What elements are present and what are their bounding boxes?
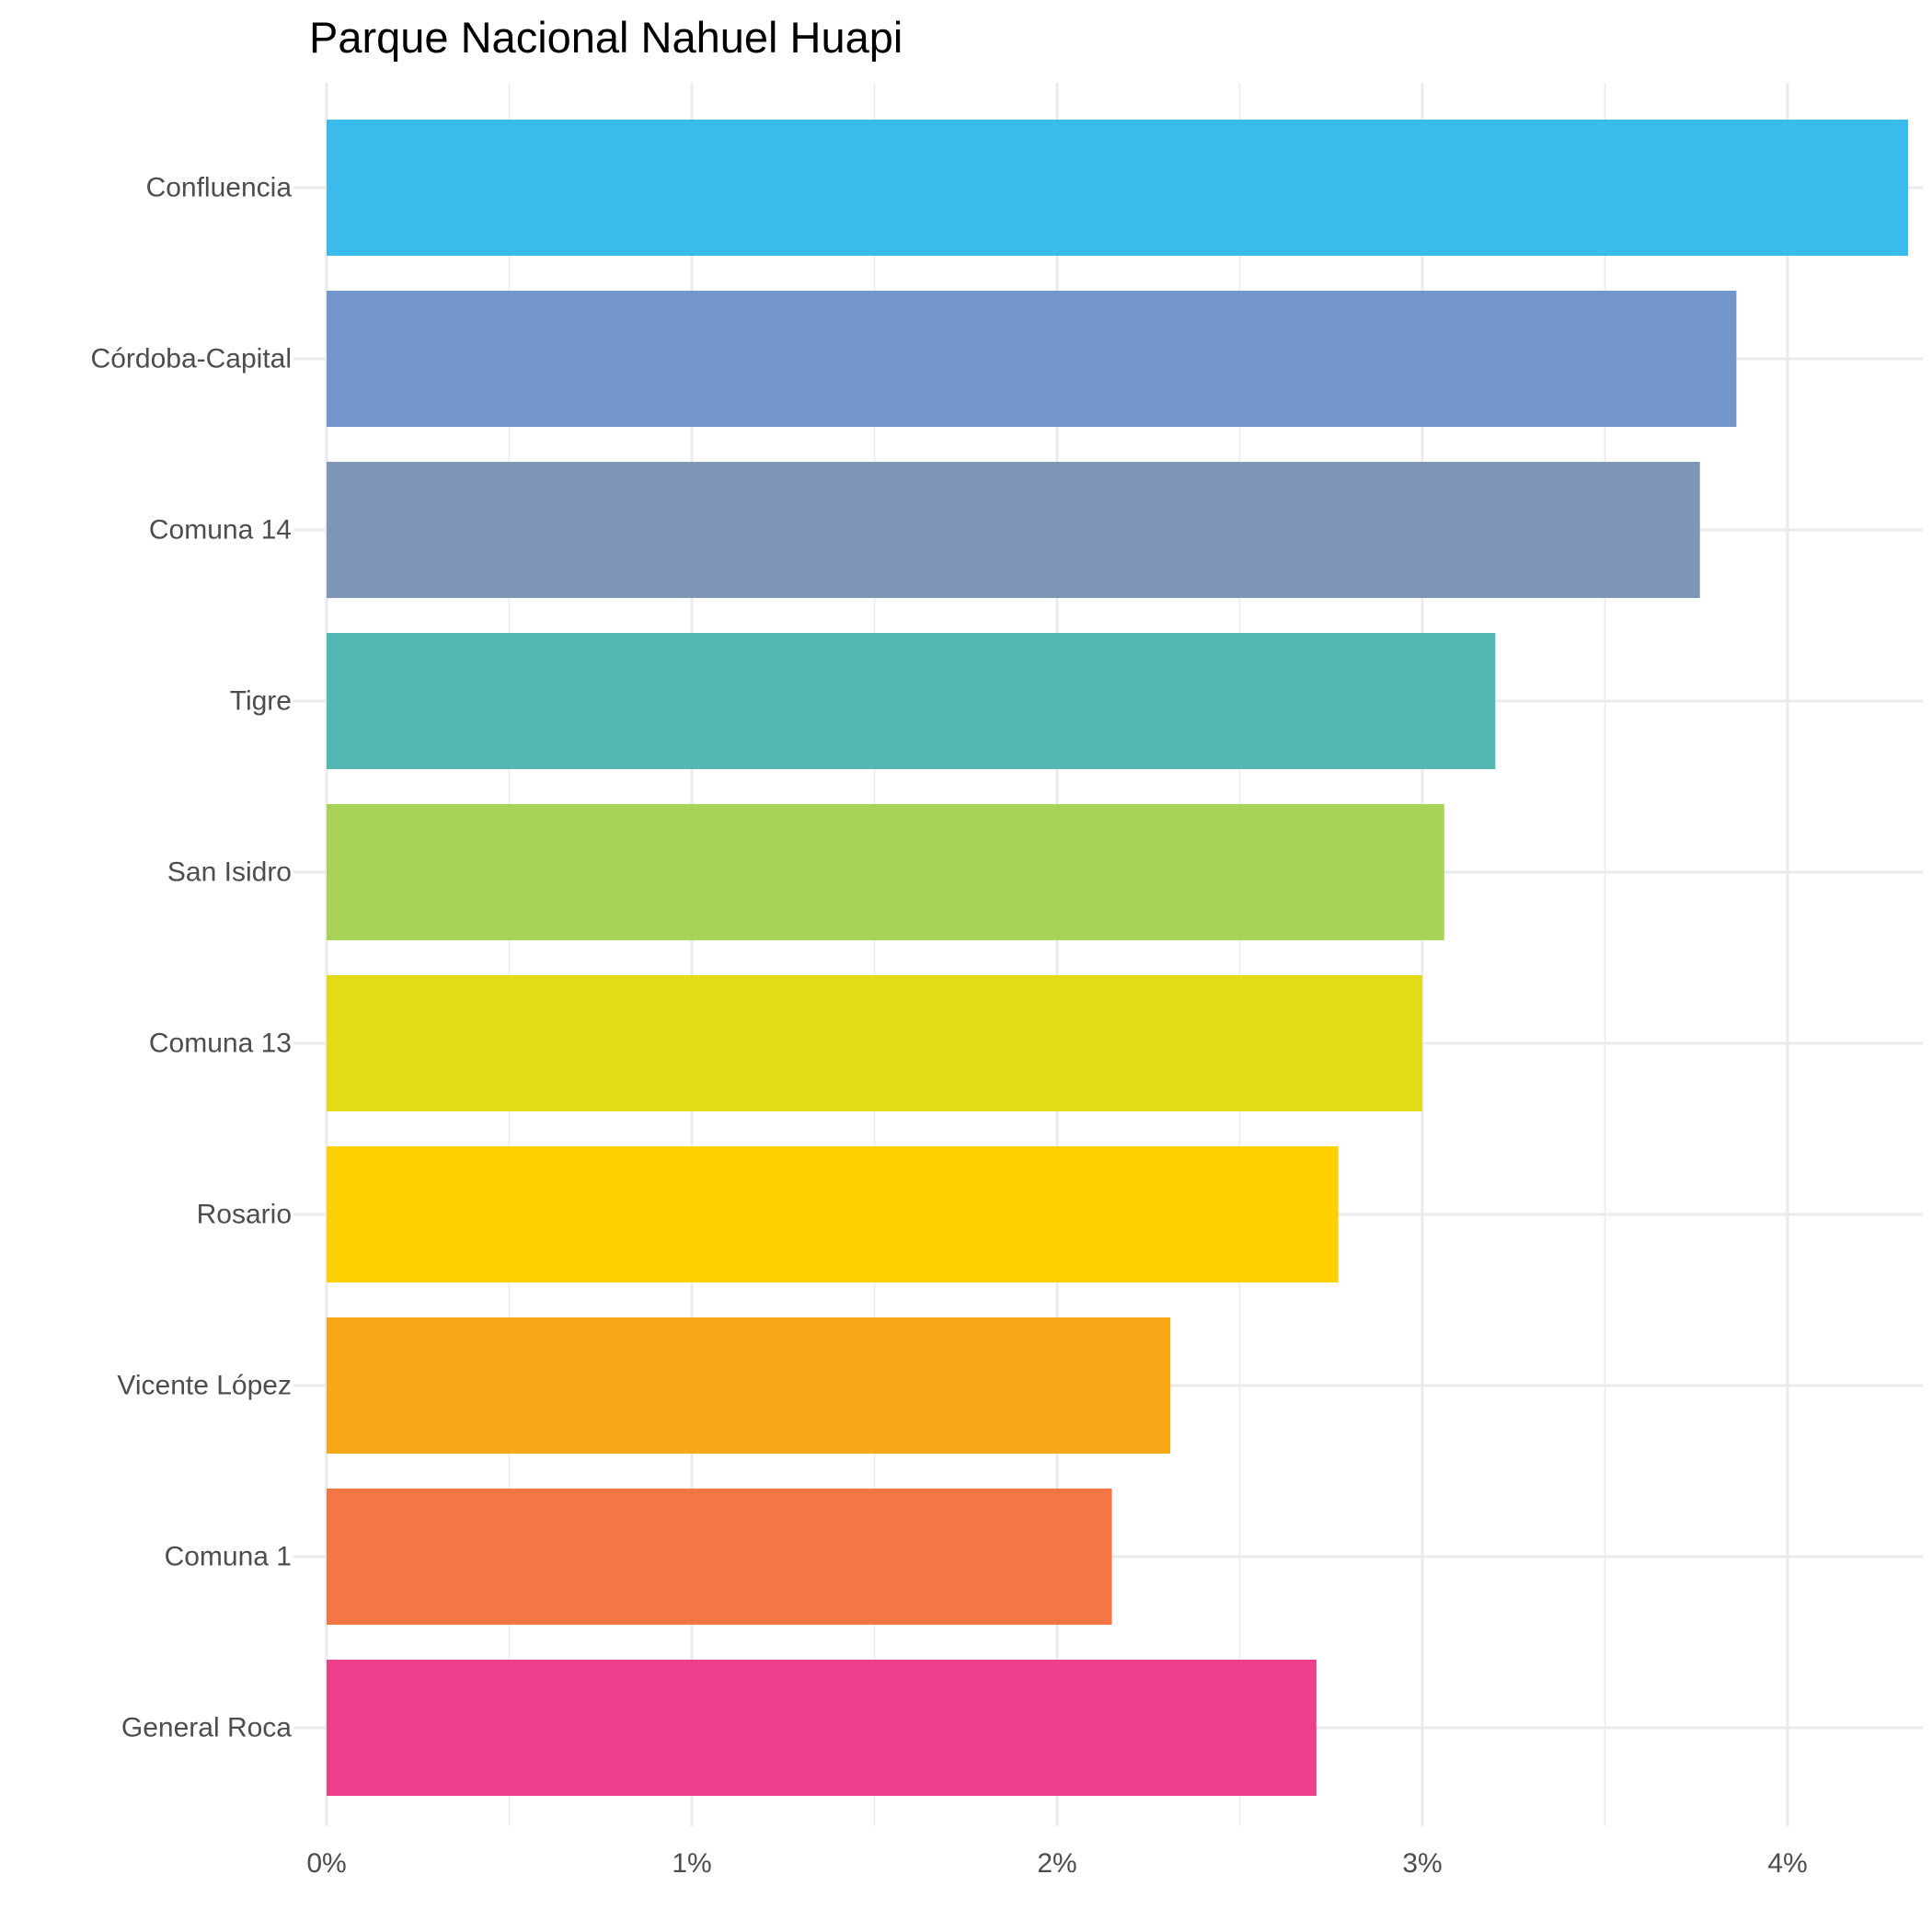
y-tick-label: Comuna 14 bbox=[149, 515, 292, 546]
y-tick-label: General Roca bbox=[121, 1713, 292, 1743]
bar bbox=[327, 291, 1737, 427]
bar bbox=[327, 1146, 1339, 1282]
y-tick-label: Tigre bbox=[230, 686, 292, 717]
x-tick-label: 2% bbox=[1037, 1848, 1076, 1879]
bar bbox=[327, 1489, 1112, 1625]
x-tick-label: 1% bbox=[672, 1848, 711, 1879]
y-axis-labels: Confluencia Córdoba-Capital Comuna 14 Tigre… bbox=[91, 173, 293, 1743]
bar bbox=[327, 1317, 1171, 1454]
x-tick-label: 4% bbox=[1767, 1848, 1807, 1879]
bars bbox=[327, 120, 1909, 1796]
x-axis-labels: 0% 1% 2% 3% 4% bbox=[306, 1848, 1807, 1879]
bar bbox=[327, 804, 1444, 940]
y-tick-label: Confluencia bbox=[146, 173, 293, 203]
bar bbox=[327, 1660, 1317, 1796]
y-tick-label: Comuna 13 bbox=[149, 1029, 292, 1059]
x-tick-label: 3% bbox=[1402, 1848, 1442, 1879]
y-tick-label: Vicente López bbox=[117, 1371, 292, 1401]
x-tick-label: 0% bbox=[306, 1848, 346, 1879]
y-tick-label: San Isidro bbox=[167, 857, 292, 888]
y-tick-label: Córdoba-Capital bbox=[91, 344, 292, 374]
bar bbox=[327, 975, 1422, 1111]
bar bbox=[327, 120, 1909, 256]
chart-title: Parque Nacional Nahuel Huapi bbox=[309, 13, 903, 62]
y-tick-label: Comuna 1 bbox=[165, 1542, 292, 1572]
bar bbox=[327, 633, 1496, 769]
bar bbox=[327, 462, 1700, 598]
y-tick-label: Rosario bbox=[197, 1200, 292, 1230]
